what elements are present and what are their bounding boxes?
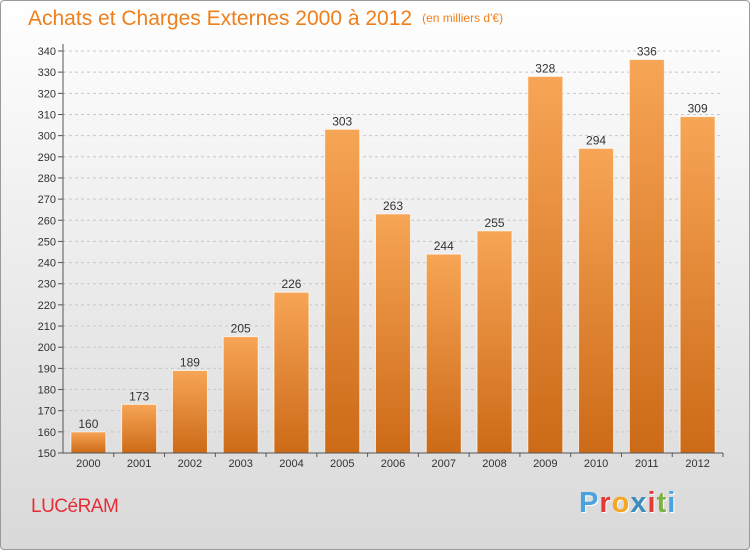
bar bbox=[578, 147, 615, 454]
x-tick-label: 2011 bbox=[635, 458, 659, 470]
x-tick-label: 2012 bbox=[685, 458, 709, 470]
y-tick-label: 340 bbox=[38, 46, 56, 58]
logo-letter: o bbox=[611, 487, 631, 519]
bar-value-label: 336 bbox=[637, 44, 657, 58]
bar bbox=[273, 291, 310, 454]
y-tick-label: 150 bbox=[38, 448, 56, 460]
logo-letter: i bbox=[667, 487, 677, 519]
bar bbox=[70, 431, 107, 454]
bar-value-label: 294 bbox=[586, 133, 606, 147]
y-tick-label: 190 bbox=[38, 363, 56, 375]
y-tick-label: 250 bbox=[38, 236, 56, 248]
bar bbox=[527, 75, 564, 454]
x-tick-label: 2009 bbox=[533, 458, 557, 470]
y-tick-label: 220 bbox=[38, 300, 56, 312]
bar bbox=[121, 403, 158, 454]
proxiti-logo: Proxiti bbox=[579, 487, 676, 520]
x-tick-label: 2000 bbox=[76, 458, 100, 470]
bar-value-label: 328 bbox=[535, 61, 555, 75]
y-tick-label: 260 bbox=[38, 215, 56, 227]
x-axis: 2000 2001 2002 2003 2004 2005 2006 2007 2008 2009… bbox=[63, 452, 724, 470]
bar-value-label: 205 bbox=[231, 322, 251, 336]
bar bbox=[425, 253, 462, 454]
y-tick-label: 300 bbox=[38, 131, 56, 143]
y-tick-label: 210 bbox=[38, 321, 56, 333]
x-tick-label: 2007 bbox=[432, 458, 456, 470]
bar-value-label: 189 bbox=[180, 355, 200, 369]
chart-unit: (en milliers d'€) bbox=[422, 11, 504, 25]
y-tick-label: 200 bbox=[38, 342, 56, 354]
y-tick-label: 280 bbox=[38, 173, 56, 185]
bar-value-label: 160 bbox=[78, 417, 98, 431]
logo-letter: P bbox=[579, 487, 600, 519]
y-tick-label: 270 bbox=[38, 194, 56, 206]
bar-value-label: 226 bbox=[281, 277, 301, 291]
x-tick-label: 2002 bbox=[178, 458, 202, 470]
y-tick-label: 180 bbox=[38, 385, 56, 397]
bar-value-label: 244 bbox=[434, 239, 454, 253]
x-tick-label: 2005 bbox=[330, 458, 354, 470]
bar bbox=[171, 369, 208, 454]
y-tick-label: 240 bbox=[38, 258, 56, 270]
chart-title-text: Achats et Charges Externes 2000 à 2012 bbox=[28, 7, 413, 30]
y-tick-label: 290 bbox=[38, 152, 56, 164]
place-name: LUCéRAM bbox=[31, 496, 119, 517]
y-tick-label: 230 bbox=[38, 279, 56, 291]
bar-value-label: 303 bbox=[332, 114, 352, 128]
logo-letter: t bbox=[656, 487, 668, 519]
x-tick-label: 2006 bbox=[381, 458, 405, 470]
bar bbox=[375, 213, 411, 454]
bar bbox=[628, 58, 665, 454]
y-tick-label: 330 bbox=[38, 67, 56, 79]
bar-value-label: 255 bbox=[485, 216, 505, 230]
logo-letter: x bbox=[630, 487, 648, 519]
bar bbox=[476, 230, 513, 454]
x-tick-label: 2004 bbox=[279, 458, 303, 470]
logo-letter: r bbox=[599, 487, 612, 519]
y-tick-label: 160 bbox=[38, 427, 56, 439]
x-tick-label: 2001 bbox=[127, 458, 151, 470]
y-tick-label: 310 bbox=[38, 109, 56, 121]
bar bbox=[679, 116, 716, 454]
logo-letter: i bbox=[647, 487, 657, 519]
chart-title: Achats et Charges Externes 2000 à 2012 (e… bbox=[28, 7, 503, 31]
bar bbox=[324, 128, 361, 454]
y-tick-label: 320 bbox=[38, 88, 56, 100]
bar-value-label: 309 bbox=[688, 102, 708, 116]
bars: 160 173 189 205 226 303 263 244 255 328 294 336 309 bbox=[70, 44, 716, 454]
y-tick-label: 170 bbox=[38, 406, 56, 418]
y-axis: 150 160 170 180 190 200 210 220 230 240 250 260 270 2… bbox=[38, 44, 64, 460]
bar-value-label: 173 bbox=[129, 389, 149, 403]
x-tick-label: 2010 bbox=[584, 458, 608, 470]
bar-value-label: 263 bbox=[383, 199, 403, 213]
x-tick-label: 2008 bbox=[482, 458, 506, 470]
bar bbox=[222, 336, 259, 454]
x-tick-label: 2003 bbox=[228, 458, 252, 470]
